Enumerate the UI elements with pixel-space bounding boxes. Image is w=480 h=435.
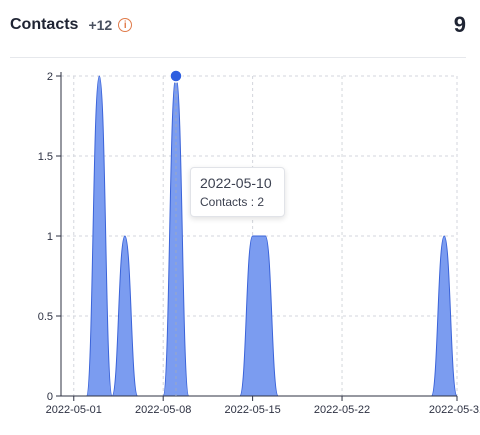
- delta-badge: +12: [88, 17, 113, 33]
- y-tick-label: 2: [47, 71, 53, 83]
- x-tick-label: 2022-05-08: [135, 404, 191, 416]
- total-count: 9: [453, 12, 466, 37]
- x-tick-label: 2022-05-01: [46, 404, 102, 416]
- info-icon[interactable]: i: [118, 18, 133, 32]
- y-tick-label: 1: [47, 231, 53, 243]
- y-tick-label: 1.5: [38, 151, 53, 163]
- x-tick-label: 2022-05-31: [429, 404, 480, 416]
- chart-tooltip: 2022-05-10 Contacts : 2: [190, 167, 285, 217]
- x-tick-label: 2022-05-15: [224, 404, 280, 416]
- header-divider: [10, 57, 466, 58]
- tooltip-value: Contacts : 2: [200, 195, 265, 209]
- contacts-area-chart: 0 0.5 1 1.5 2 2022-05-01 2022-05-08 2022-05-15 2…: [38, 69, 480, 416]
- highlighted-point-marker: [169, 69, 183, 83]
- card-title: Contacts: [10, 16, 79, 33]
- y-tick-label: 0: [47, 391, 53, 403]
- y-tick-label: 0.5: [38, 311, 53, 323]
- x-tick-label: 2022-05-22: [314, 404, 370, 416]
- header-left: Contacts +12 i: [10, 16, 133, 34]
- tooltip-date: 2022-05-10: [200, 175, 272, 191]
- card-header: Contacts +12 i 9: [10, 10, 466, 40]
